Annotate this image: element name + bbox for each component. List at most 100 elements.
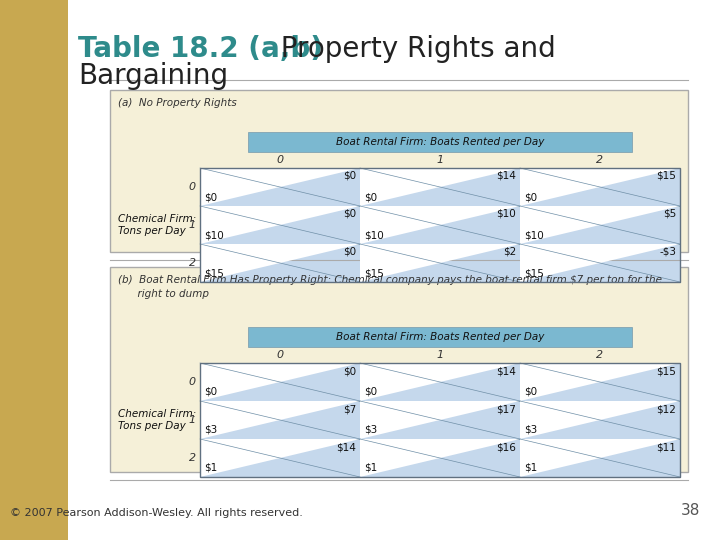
Text: $3: $3 [364, 425, 377, 435]
Text: $15: $15 [656, 171, 676, 181]
Text: $3: $3 [524, 425, 537, 435]
Bar [200, 206, 360, 244]
Text: (b)  Boat Rental Firm Has Property Right: Chemical company pays the boat rental : (b) Boat Rental Firm Has Property Right:… [118, 275, 662, 285]
Polygon shape [520, 244, 680, 282]
Bar [248, 132, 632, 152]
Text: $1: $1 [364, 463, 377, 473]
Bar [110, 90, 688, 252]
Text: Bargaining: Bargaining [78, 62, 228, 90]
Bar [520, 168, 680, 206]
Text: $14: $14 [336, 442, 356, 452]
Text: $0: $0 [524, 192, 537, 202]
Bar [0, 0, 68, 540]
Polygon shape [360, 401, 520, 439]
Bar [520, 363, 680, 401]
Text: Chemical Firm:
Tons per Day: Chemical Firm: Tons per Day [118, 409, 197, 431]
Text: $0: $0 [364, 387, 377, 397]
Text: $2: $2 [503, 247, 516, 257]
Text: 2: 2 [189, 453, 196, 463]
Text: 38: 38 [680, 503, 700, 518]
Bar [200, 363, 680, 477]
Polygon shape [360, 363, 520, 401]
Polygon shape [520, 401, 680, 439]
Text: $15: $15 [364, 268, 384, 278]
Text: $11: $11 [656, 442, 676, 452]
Bar [520, 206, 680, 244]
Bar [360, 363, 520, 401]
Polygon shape [200, 206, 360, 244]
Bar [360, 244, 520, 282]
Text: $0: $0 [364, 192, 377, 202]
Text: $12: $12 [656, 404, 676, 414]
Text: $14: $14 [496, 171, 516, 181]
Text: $1: $1 [524, 463, 537, 473]
Bar [110, 267, 688, 472]
Polygon shape [520, 168, 680, 206]
Text: Boat Rental Firm: Boats Rented per Day: Boat Rental Firm: Boats Rented per Day [336, 137, 544, 147]
Polygon shape [200, 439, 360, 477]
Polygon shape [360, 439, 520, 477]
Text: 0: 0 [276, 155, 284, 165]
Text: $15: $15 [524, 268, 544, 278]
Text: $14: $14 [496, 366, 516, 376]
Text: $0: $0 [343, 366, 356, 376]
Text: 2: 2 [596, 155, 603, 165]
Text: $16: $16 [496, 442, 516, 452]
Polygon shape [200, 401, 360, 439]
Text: $0: $0 [204, 192, 217, 202]
Bar [200, 244, 360, 282]
Polygon shape [520, 206, 680, 244]
Text: -$3: -$3 [659, 247, 676, 257]
Text: 0: 0 [189, 377, 196, 387]
Polygon shape [200, 363, 360, 401]
Text: $1: $1 [204, 463, 217, 473]
Text: 1: 1 [436, 155, 444, 165]
Text: 1: 1 [189, 415, 196, 425]
Polygon shape [200, 244, 360, 282]
Text: $0: $0 [524, 387, 537, 397]
Text: 1: 1 [436, 350, 444, 360]
Text: $17: $17 [496, 404, 516, 414]
Text: $0: $0 [343, 171, 356, 181]
Text: $10: $10 [496, 209, 516, 219]
Text: © 2007 Pearson Addison-Wesley. All rights reserved.: © 2007 Pearson Addison-Wesley. All right… [10, 508, 303, 518]
Text: $10: $10 [204, 230, 224, 240]
Text: Chemical Firm:
Tons per Day: Chemical Firm: Tons per Day [118, 214, 197, 236]
Text: 0: 0 [189, 182, 196, 192]
Bar [200, 439, 360, 477]
Text: 1: 1 [189, 220, 196, 230]
Polygon shape [360, 206, 520, 244]
Bar [360, 439, 520, 477]
Polygon shape [360, 244, 520, 282]
Text: $0: $0 [204, 387, 217, 397]
Text: $0: $0 [343, 209, 356, 219]
Bar [360, 168, 520, 206]
Bar [200, 168, 360, 206]
Polygon shape [360, 168, 520, 206]
Polygon shape [200, 168, 360, 206]
Text: $0: $0 [343, 247, 356, 257]
Bar [360, 206, 520, 244]
Bar [248, 327, 632, 347]
Text: $10: $10 [524, 230, 544, 240]
Text: right to dump: right to dump [118, 289, 209, 299]
Text: Table 18.2 (a,b): Table 18.2 (a,b) [78, 35, 323, 63]
Polygon shape [520, 363, 680, 401]
Bar [200, 401, 360, 439]
Text: $3: $3 [204, 425, 217, 435]
Text: $10: $10 [364, 230, 384, 240]
Bar [520, 244, 680, 282]
Text: $15: $15 [204, 268, 224, 278]
Polygon shape [520, 439, 680, 477]
Bar [520, 439, 680, 477]
Text: (a)  No Property Rights: (a) No Property Rights [118, 98, 237, 108]
Text: 2: 2 [596, 350, 603, 360]
Bar [520, 401, 680, 439]
Bar [200, 168, 680, 282]
Bar [200, 363, 360, 401]
Text: 2: 2 [189, 258, 196, 268]
Text: $5: $5 [662, 209, 676, 219]
Text: $7: $7 [343, 404, 356, 414]
Text: 0: 0 [276, 350, 284, 360]
Text: Boat Rental Firm: Boats Rented per Day: Boat Rental Firm: Boats Rented per Day [336, 332, 544, 342]
